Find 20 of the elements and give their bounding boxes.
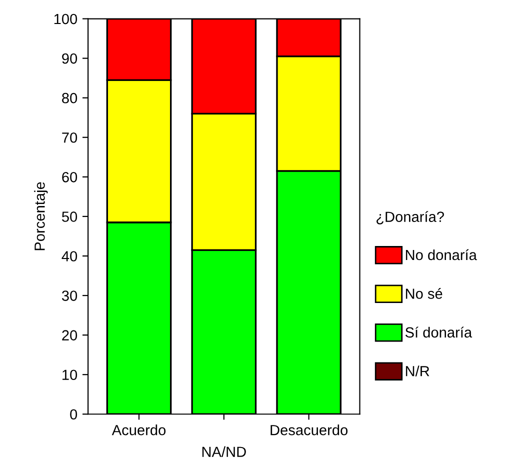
y-tick-label: 50 [62, 212, 78, 222]
y-tick-label: 70 [62, 132, 78, 143]
y-axis-title: Porcentaje [34, 182, 48, 250]
legend-label: Sí donaría [405, 326, 472, 338]
y-tick-label: 90 [62, 53, 78, 64]
legend-label: N/R [406, 366, 430, 376]
x-tick-label: NA/ND [202, 446, 246, 457]
y-tick-label: 40 [62, 251, 78, 262]
legend-title: ¿Donaría? [376, 211, 444, 224]
y-tick-label: 30 [62, 290, 78, 301]
y-tick-label: 20 [62, 330, 78, 340]
x-tick-label: Desacuerdo [270, 424, 348, 436]
y-tick-label: 0 [70, 409, 78, 420]
y-tick-label: 60 [62, 172, 78, 182]
x-tick-label: Acuerdo [112, 424, 166, 436]
legend-label: No sé [406, 288, 442, 299]
y-tick-label: 80 [62, 92, 78, 104]
y-tick-label: 10 [62, 370, 78, 380]
y-tick-label: 100 [54, 14, 78, 24]
legend-label: No donaría [406, 249, 477, 260]
